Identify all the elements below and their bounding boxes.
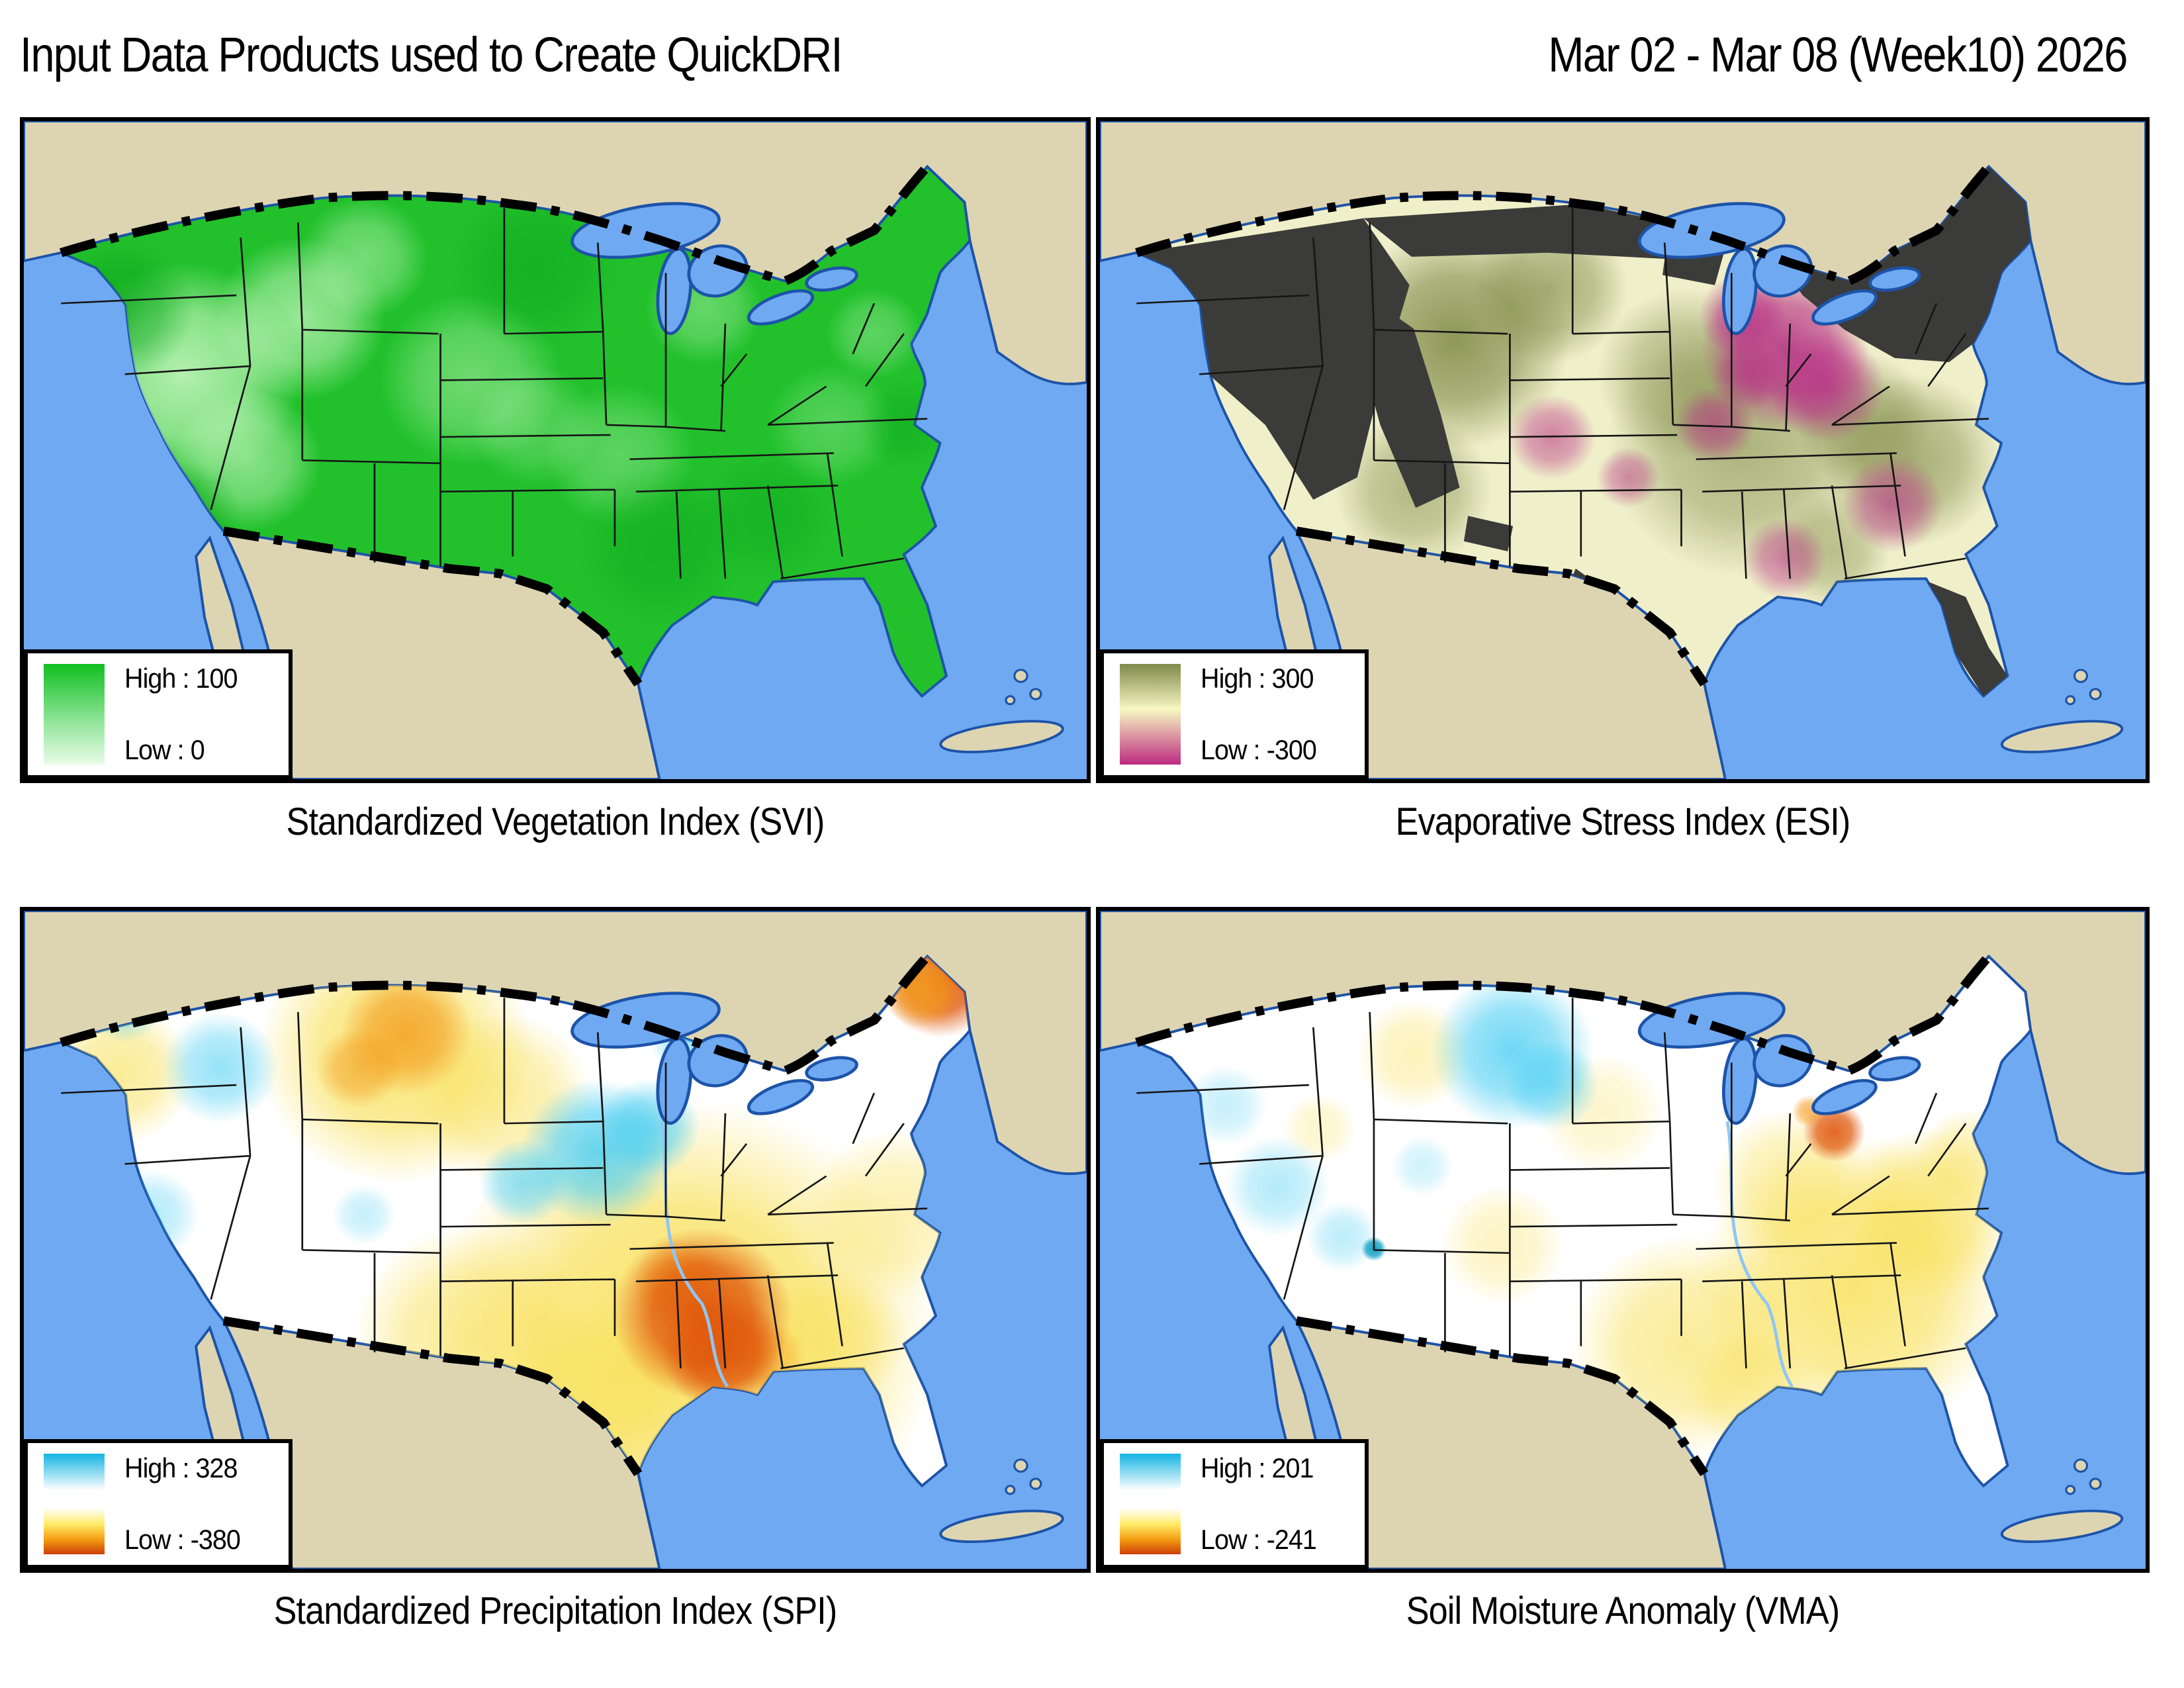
legend-low-vma: Low : -241: [1201, 1523, 1317, 1555]
page-title: Input Data Products used to Create Quick…: [20, 27, 843, 82]
legend-gradient-spi: [44, 1454, 105, 1554]
map-panel-vma: High : 201 Low : -241: [1096, 907, 2150, 1573]
legend-gradient-vma: [1120, 1454, 1181, 1554]
caption-vma: Soil Moisture Anomaly (VMA): [1406, 1589, 1840, 1632]
legend-low-spi: Low : -380: [124, 1523, 241, 1555]
caption-spi: Standardized Precipitation Index (SPI): [273, 1589, 838, 1632]
legend-low-esi: Low : -300: [1201, 733, 1317, 765]
legend-gradient-esi: [1120, 664, 1181, 765]
caption-svi: Standardized Vegetation Index (SVI): [286, 800, 825, 843]
legend-high-vma: High : 201: [1201, 1452, 1314, 1483]
legend-vma: High : 201 Low : -241: [1100, 1439, 1369, 1569]
legend-low-svi: Low : 0: [124, 733, 205, 765]
map-panel-spi: High : 328 Low : -380: [20, 907, 1091, 1573]
legend-esi: High : 300 Low : -300: [1100, 649, 1369, 779]
no-data-regions: [1136, 166, 2031, 696]
legend-svi: High : 100 Low : 0: [24, 649, 293, 779]
map-panel-esi: High : 300 Low : -300: [1096, 117, 2150, 783]
legend-high-svi: High : 100: [124, 663, 238, 694]
legend-spi: High : 328 Low : -380: [24, 1439, 293, 1569]
date-range-label: Mar 02 - Mar 08 (Week10) 2026: [1548, 27, 2128, 82]
caption-esi: Evaporative Stress Index (ESI): [1395, 800, 1851, 843]
legend-high-esi: High : 300: [1201, 663, 1314, 694]
map-panel-svi: High : 100 Low : 0: [20, 117, 1091, 783]
legend-gradient-svi: [44, 664, 105, 765]
legend-high-spi: High : 328: [124, 1452, 238, 1483]
